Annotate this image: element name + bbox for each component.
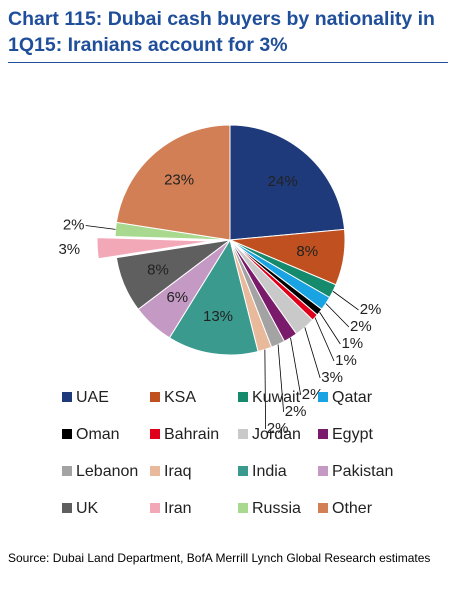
legend-label: Lebanon	[76, 463, 138, 480]
legend-label: India	[252, 463, 287, 480]
legend-swatch	[62, 466, 72, 476]
slice-label: 1%	[335, 352, 357, 369]
legend-label: Russia	[252, 500, 301, 517]
legend-label: UAE	[76, 389, 109, 406]
legend-swatch	[62, 429, 72, 439]
legend-label: Bahrain	[164, 426, 219, 443]
legend-label: KSA	[164, 389, 196, 406]
legend-swatch	[318, 466, 328, 476]
source-note: Source: Dubai Land Department, BofA Merr…	[8, 551, 431, 565]
legend-label: UK	[76, 500, 99, 517]
slice-label: 2%	[285, 403, 307, 420]
legend-label: Iraq	[164, 463, 192, 480]
slice-label: 3%	[58, 241, 80, 258]
legend-swatch	[238, 392, 248, 402]
slice-label: 8%	[147, 261, 169, 278]
pie-slice	[168, 238, 259, 356]
legend-swatch	[318, 392, 328, 402]
chart-title: Chart 115: Dubai cash buyers by national…	[8, 8, 435, 56]
leader-line	[325, 303, 350, 328]
slice-label: 8%	[296, 243, 318, 260]
slice-label: 23%	[164, 172, 194, 189]
legend-swatch	[318, 503, 328, 513]
legend-swatch	[150, 429, 160, 439]
legend-swatch	[238, 503, 248, 513]
pie-slice	[229, 124, 346, 241]
pie-slice	[96, 237, 213, 260]
legend-label: Kuwait	[252, 389, 301, 406]
legend-label: Other	[332, 500, 373, 517]
legend-label: Oman	[76, 426, 120, 443]
legend-swatch	[150, 392, 160, 402]
legend-swatch	[318, 429, 328, 439]
legend-label: Jordan	[252, 426, 301, 443]
legend-swatch	[62, 392, 72, 402]
title-rule	[8, 62, 448, 63]
legend-swatch	[150, 466, 160, 476]
leader-line	[319, 311, 341, 345]
legend-swatch	[238, 466, 248, 476]
leader-line	[264, 349, 266, 429]
leader-line	[332, 290, 359, 311]
leader-line	[304, 327, 321, 379]
leader-line	[85, 225, 116, 230]
leader-line	[277, 344, 285, 413]
legend-label: Egypt	[332, 426, 373, 443]
slice-label: 2%	[360, 301, 382, 318]
legend-swatch	[62, 503, 72, 513]
slice-label: 2%	[63, 216, 85, 233]
legend-label: Qatar	[332, 389, 373, 406]
slice-label: 3%	[321, 369, 343, 386]
leader-line	[314, 317, 335, 362]
leader-line	[290, 337, 302, 396]
chart: 24%8%2%2%1%1%3%2%2%2%13%6%8%3%2%23%UAE KS…	[58, 124, 393, 517]
pie-slice	[115, 239, 231, 311]
slice-label: 2%	[267, 420, 289, 437]
pie-slice	[115, 124, 231, 241]
slice-label: 6%	[166, 289, 188, 306]
slice-label: 24%	[268, 173, 298, 190]
slice-label: 13%	[203, 308, 233, 325]
legend-swatch	[150, 503, 160, 513]
legend-swatch	[238, 429, 248, 439]
slice-label: 1%	[341, 335, 363, 352]
slice-label: 2%	[350, 318, 372, 335]
legend-label: Iran	[164, 500, 192, 517]
legend-label: Pakistan	[332, 463, 393, 480]
